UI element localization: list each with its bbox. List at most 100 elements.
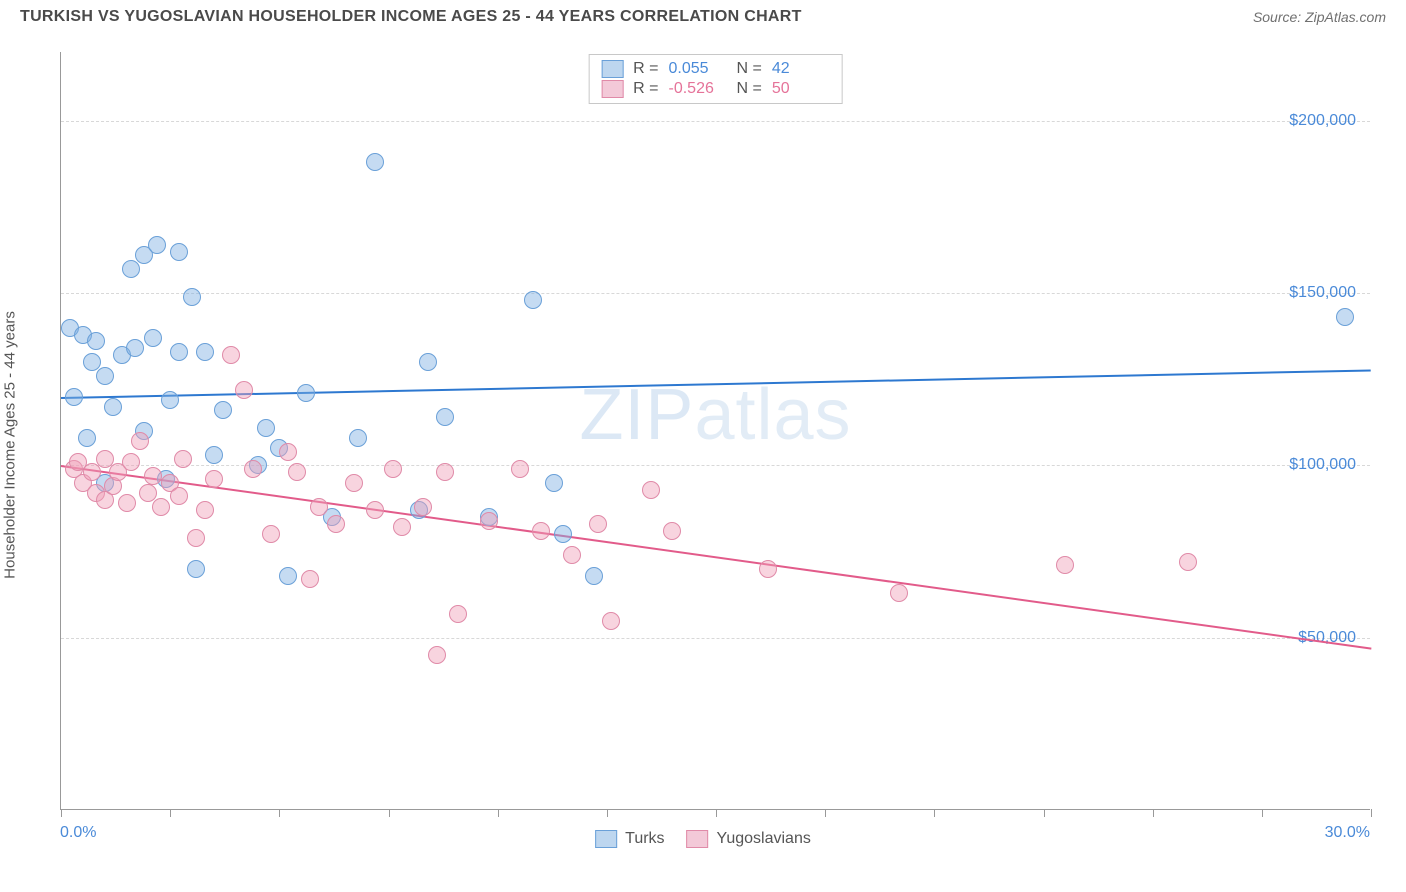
scatter-point xyxy=(366,501,384,519)
scatter-point xyxy=(205,446,223,464)
trend-line xyxy=(61,465,1371,650)
y-tick-label: $100,000 xyxy=(1289,456,1356,474)
scatter-point xyxy=(196,343,214,361)
scatter-point xyxy=(1056,556,1074,574)
x-tick xyxy=(607,809,608,817)
scatter-point xyxy=(554,525,572,543)
scatter-point xyxy=(144,467,162,485)
scatter-point xyxy=(131,432,149,450)
scatter-point xyxy=(384,460,402,478)
scatter-point xyxy=(511,460,529,478)
x-tick xyxy=(825,809,826,817)
scatter-point xyxy=(214,401,232,419)
x-tick xyxy=(1262,809,1263,817)
scatter-point xyxy=(480,512,498,530)
scatter-point xyxy=(161,391,179,409)
stat-n-yugoslavians: 50 xyxy=(772,80,830,98)
scatter-point xyxy=(288,463,306,481)
scatter-point xyxy=(144,329,162,347)
scatter-point xyxy=(122,453,140,471)
gridline xyxy=(61,638,1370,639)
scatter-point xyxy=(122,260,140,278)
scatter-point xyxy=(563,546,581,564)
x-tick xyxy=(61,809,62,817)
scatter-point xyxy=(235,381,253,399)
y-tick-label: $200,000 xyxy=(1289,112,1356,130)
scatter-point xyxy=(174,450,192,468)
scatter-point xyxy=(663,522,681,540)
scatter-point xyxy=(393,518,411,536)
scatter-point xyxy=(642,481,660,499)
scatter-point xyxy=(118,494,136,512)
scatter-point xyxy=(104,398,122,416)
stats-row-yugoslavians: R = -0.526 N = 50 xyxy=(601,79,830,99)
x-tick xyxy=(170,809,171,817)
scatter-point xyxy=(585,567,603,585)
scatter-point xyxy=(890,584,908,602)
gridline xyxy=(61,121,1370,122)
scatter-point xyxy=(126,339,144,357)
chart-title: TURKISH VS YUGOSLAVIAN HOUSEHOLDER INCOM… xyxy=(20,8,802,26)
scatter-point xyxy=(327,515,345,533)
scatter-point xyxy=(222,346,240,364)
stat-r-label: R = xyxy=(633,60,658,78)
scatter-point xyxy=(170,487,188,505)
legend-swatch-yugoslavians xyxy=(687,830,709,848)
scatter-point xyxy=(602,612,620,630)
x-tick xyxy=(389,809,390,817)
legend-item-turks: Turks xyxy=(595,830,664,848)
scatter-point xyxy=(301,570,319,588)
stats-row-turks: R = 0.055 N = 42 xyxy=(601,59,830,79)
stat-r-turks: 0.055 xyxy=(669,60,727,78)
x-tick xyxy=(279,809,280,817)
scatter-point xyxy=(152,498,170,516)
scatter-point xyxy=(436,408,454,426)
scatter-point xyxy=(187,529,205,547)
gridline xyxy=(61,293,1370,294)
scatter-point xyxy=(170,343,188,361)
scatter-point xyxy=(279,567,297,585)
scatter-point xyxy=(65,388,83,406)
x-tick xyxy=(716,809,717,817)
scatter-point xyxy=(545,474,563,492)
stat-r-label: R = xyxy=(633,80,658,98)
x-tick xyxy=(1371,809,1372,817)
swatch-yugoslavians xyxy=(601,80,623,98)
source-attribution: Source: ZipAtlas.com xyxy=(1253,9,1386,25)
chart-container: Householder Income Ages 25 - 44 years ZI… xyxy=(20,40,1386,850)
scatter-point xyxy=(1336,308,1354,326)
legend-label-yugoslavians: Yugoslavians xyxy=(717,830,811,848)
legend-label-turks: Turks xyxy=(625,830,664,848)
x-tick xyxy=(1044,809,1045,817)
plot-area: ZIPatlas R = 0.055 N = 42 R = -0.526 N =… xyxy=(60,52,1370,810)
x-tick xyxy=(498,809,499,817)
y-tick-label: $150,000 xyxy=(1289,284,1356,302)
scatter-point xyxy=(183,288,201,306)
stats-legend: R = 0.055 N = 42 R = -0.526 N = 50 xyxy=(588,54,843,104)
scatter-point xyxy=(78,429,96,447)
scatter-point xyxy=(345,474,363,492)
scatter-point xyxy=(366,153,384,171)
scatter-point xyxy=(524,291,542,309)
scatter-point xyxy=(279,443,297,461)
trend-line xyxy=(61,369,1371,399)
scatter-point xyxy=(196,501,214,519)
scatter-point xyxy=(187,560,205,578)
scatter-point xyxy=(205,470,223,488)
x-tick xyxy=(934,809,935,817)
scatter-point xyxy=(419,353,437,371)
stat-n-turks: 42 xyxy=(772,60,830,78)
scatter-point xyxy=(170,243,188,261)
scatter-point xyxy=(87,332,105,350)
scatter-point xyxy=(262,525,280,543)
stat-n-label: N = xyxy=(737,60,762,78)
scatter-point xyxy=(532,522,550,540)
x-tick xyxy=(1153,809,1154,817)
stat-r-yugoslavians: -0.526 xyxy=(669,80,727,98)
swatch-turks xyxy=(601,60,623,78)
scatter-point xyxy=(1179,553,1197,571)
scatter-point xyxy=(244,460,262,478)
legend-swatch-turks xyxy=(595,830,617,848)
series-legend: Turks Yugoslavians xyxy=(595,830,811,848)
scatter-point xyxy=(759,560,777,578)
